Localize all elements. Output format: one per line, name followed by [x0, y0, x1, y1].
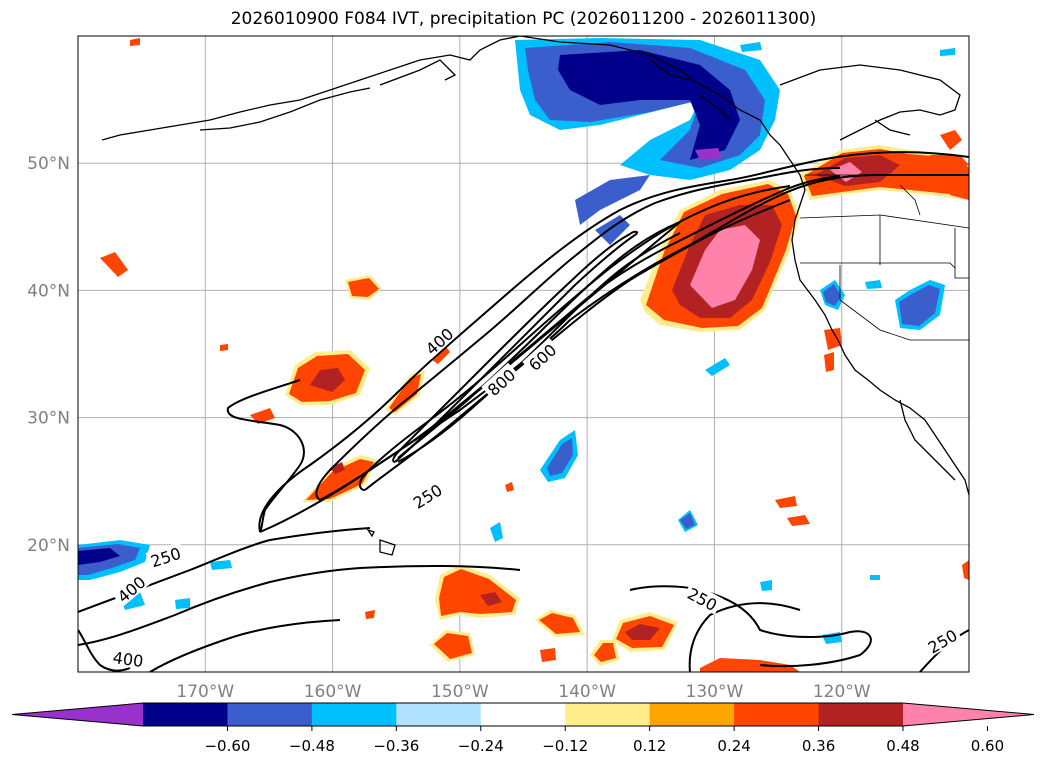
colorbar-extend-min: [12, 703, 143, 726]
lon-tick-label: 160°W: [304, 682, 362, 702]
latitude-labels: 50°N 40°N 30°N 20°N: [27, 154, 70, 556]
colorbar-segment: [311, 703, 397, 726]
contour-label-box: [406, 478, 447, 513]
colorbar-tick-label: 0.24: [717, 737, 750, 755]
map-title: 2026010900 F084 IVT, precipitation PC (2…: [230, 9, 817, 29]
contour-label-box: [682, 581, 724, 615]
colorbar-outline: [11, 702, 1035, 727]
lon-tick-label: 120°W: [813, 682, 871, 702]
longitude-labels: 170°W 160°W 150°W 140°W 130°W 120°W: [176, 682, 870, 702]
lon-tick-label: 150°W: [431, 682, 489, 702]
colorbar-segment: [227, 703, 313, 726]
colorbar-tick-label: −0.24: [458, 737, 504, 755]
colorbar-segment: [143, 703, 228, 726]
lat-tick-label: 20°N: [27, 536, 70, 556]
contour-label-box: [109, 646, 148, 670]
colorbar-tick-label: −0.36: [373, 737, 419, 755]
contour-label-box: [419, 321, 459, 360]
colorbar-tick-label: 0.12: [633, 737, 666, 755]
contour-label-box: [145, 541, 186, 571]
colorbar-segment: [396, 703, 482, 726]
ivt-contours: [78, 151, 969, 672]
colorbar-segment: [565, 703, 651, 726]
colorbar-tick-label: −0.60: [204, 737, 250, 755]
colorbar-tick-label: −0.48: [289, 737, 335, 755]
colorbar-segment: [649, 703, 735, 726]
lat-tick-label: 40°N: [27, 281, 70, 301]
lon-tick-label: 130°W: [686, 682, 744, 702]
contour-label-400: 400: [112, 648, 145, 671]
colorbar: −0.60 −0.48 −0.36 −0.24 −0.12 0.12 0.24 0.36 0.4…: [11, 702, 1035, 755]
colorbar-segment: [818, 703, 904, 726]
lon-tick-label: 140°W: [558, 682, 616, 702]
contour-label-box: [111, 570, 151, 607]
colorbar-segment: [480, 703, 566, 726]
colorbar-tick-label: 0.60: [971, 737, 1004, 755]
contour-label-box: [481, 362, 521, 401]
colorbar-extend-max: [903, 703, 1034, 726]
precip-pc-shading: [78, 38, 969, 672]
contour-label-box: [522, 337, 562, 376]
lat-tick-label: 50°N: [27, 154, 70, 174]
colorbar-tick-label: 0.48: [886, 737, 919, 755]
colorbar-tick-label: −0.12: [542, 737, 588, 755]
colorbar-tick-label: 0.36: [802, 737, 835, 755]
lon-tick-label: 170°W: [176, 682, 234, 702]
lat-tick-label: 30°N: [27, 409, 70, 429]
coastlines: [101, 36, 969, 556]
colorbar-segment: [734, 703, 820, 726]
map-frame: [77, 35, 970, 673]
state-borders: [799, 174, 969, 341]
contour-label-box: [921, 623, 963, 658]
